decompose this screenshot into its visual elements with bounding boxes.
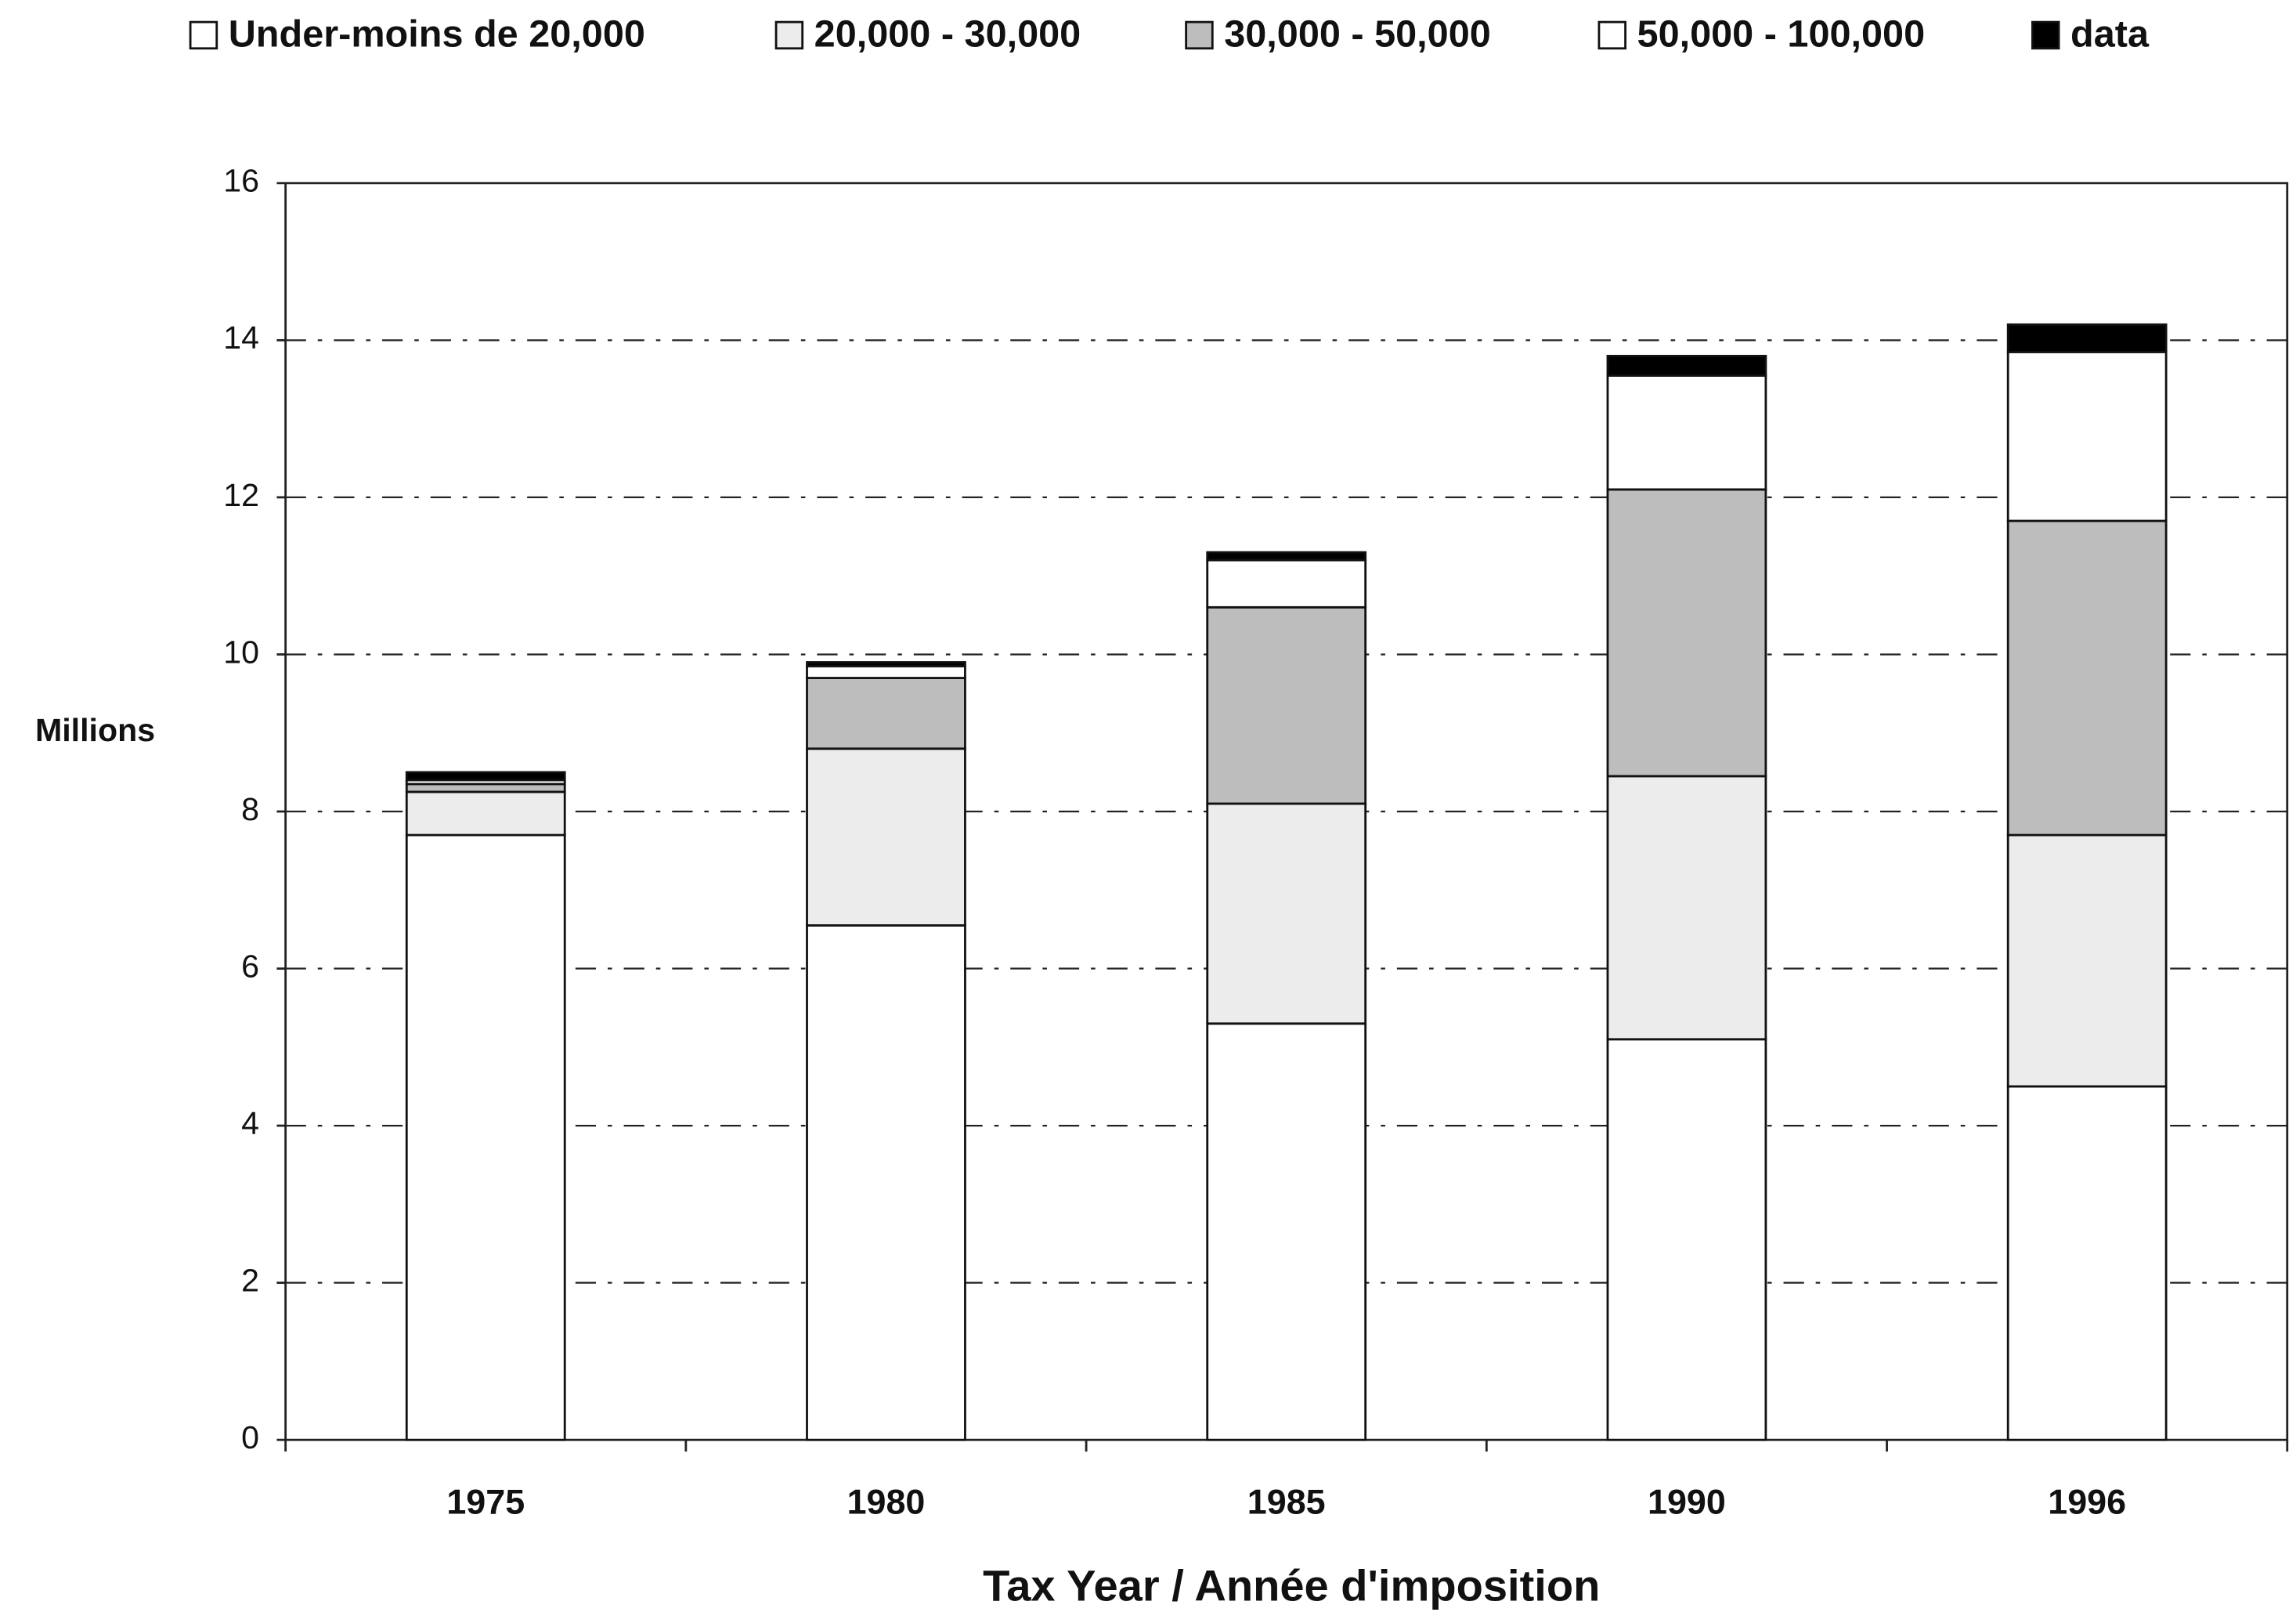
legend-label: 30,000 - 50,000 <box>1224 13 1491 56</box>
bar-segment <box>1206 1022 1367 1441</box>
bar-segment <box>1606 775 1767 1041</box>
bar-segment <box>2006 833 2168 1088</box>
bar-segment <box>1606 355 1767 377</box>
legend-swatch <box>1597 20 1626 50</box>
legend-label: data <box>2070 13 2150 56</box>
x-axis-title: Tax Year / Année d'imposition <box>983 1561 1600 1610</box>
x-tick-label: 1975 <box>446 1481 525 1521</box>
legend-swatch <box>1185 20 1214 50</box>
y-tick-label: 2 <box>241 1262 259 1298</box>
bar-segment <box>1606 488 1767 778</box>
bar-segment <box>2006 1085 2168 1441</box>
legend-label: Under-moins de 20,000 <box>229 13 645 56</box>
y-tick-label: 6 <box>241 948 259 984</box>
x-tick-label: 1990 <box>1648 1481 1726 1521</box>
y-axis-title: Millions <box>35 712 155 748</box>
x-tick-label: 1996 <box>2048 1481 2126 1521</box>
y-tick-label: 16 <box>223 163 259 199</box>
y-tick-label: 4 <box>241 1105 259 1141</box>
x-tick-label: 1980 <box>847 1481 926 1521</box>
bar-segment <box>1206 551 1367 562</box>
bar-segment <box>1206 605 1367 805</box>
y-tick-label: 8 <box>241 791 259 827</box>
y-tick-label: 12 <box>223 477 259 513</box>
bar-segment <box>2006 323 2168 353</box>
bar-segment <box>1206 802 1367 1025</box>
bar-segment <box>806 924 966 1441</box>
legend-swatch <box>2031 20 2060 50</box>
y-tick-label: 14 <box>223 320 259 356</box>
legend-label: 50,000 - 100,000 <box>1637 13 1926 56</box>
bar-segment <box>405 790 566 837</box>
bar-segment <box>405 771 566 782</box>
bar-segment <box>806 747 966 927</box>
bar-segment <box>1606 374 1767 491</box>
legend-swatch <box>189 20 218 50</box>
legend-swatch <box>774 20 804 50</box>
bar-segment <box>806 677 966 750</box>
bar-segment <box>806 661 966 667</box>
bar-segment <box>405 833 566 1441</box>
bar-segment <box>405 783 566 793</box>
bar-segment <box>806 665 966 679</box>
bar-segment <box>1606 1038 1767 1441</box>
x-tick-label: 1985 <box>1247 1481 1326 1521</box>
y-tick-label: 0 <box>241 1419 259 1455</box>
bar-segment <box>1206 558 1367 609</box>
bar-segment <box>2006 350 2168 522</box>
y-tick-label: 10 <box>223 634 259 670</box>
legend-label: 20,000 - 30,000 <box>814 13 1081 56</box>
bar-segment <box>2006 519 2168 837</box>
